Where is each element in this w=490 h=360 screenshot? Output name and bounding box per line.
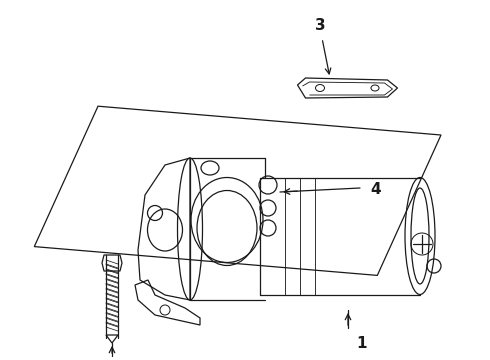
Text: 1: 1 [356,336,367,351]
Text: 3: 3 [315,18,325,33]
Text: 4: 4 [370,183,381,198]
